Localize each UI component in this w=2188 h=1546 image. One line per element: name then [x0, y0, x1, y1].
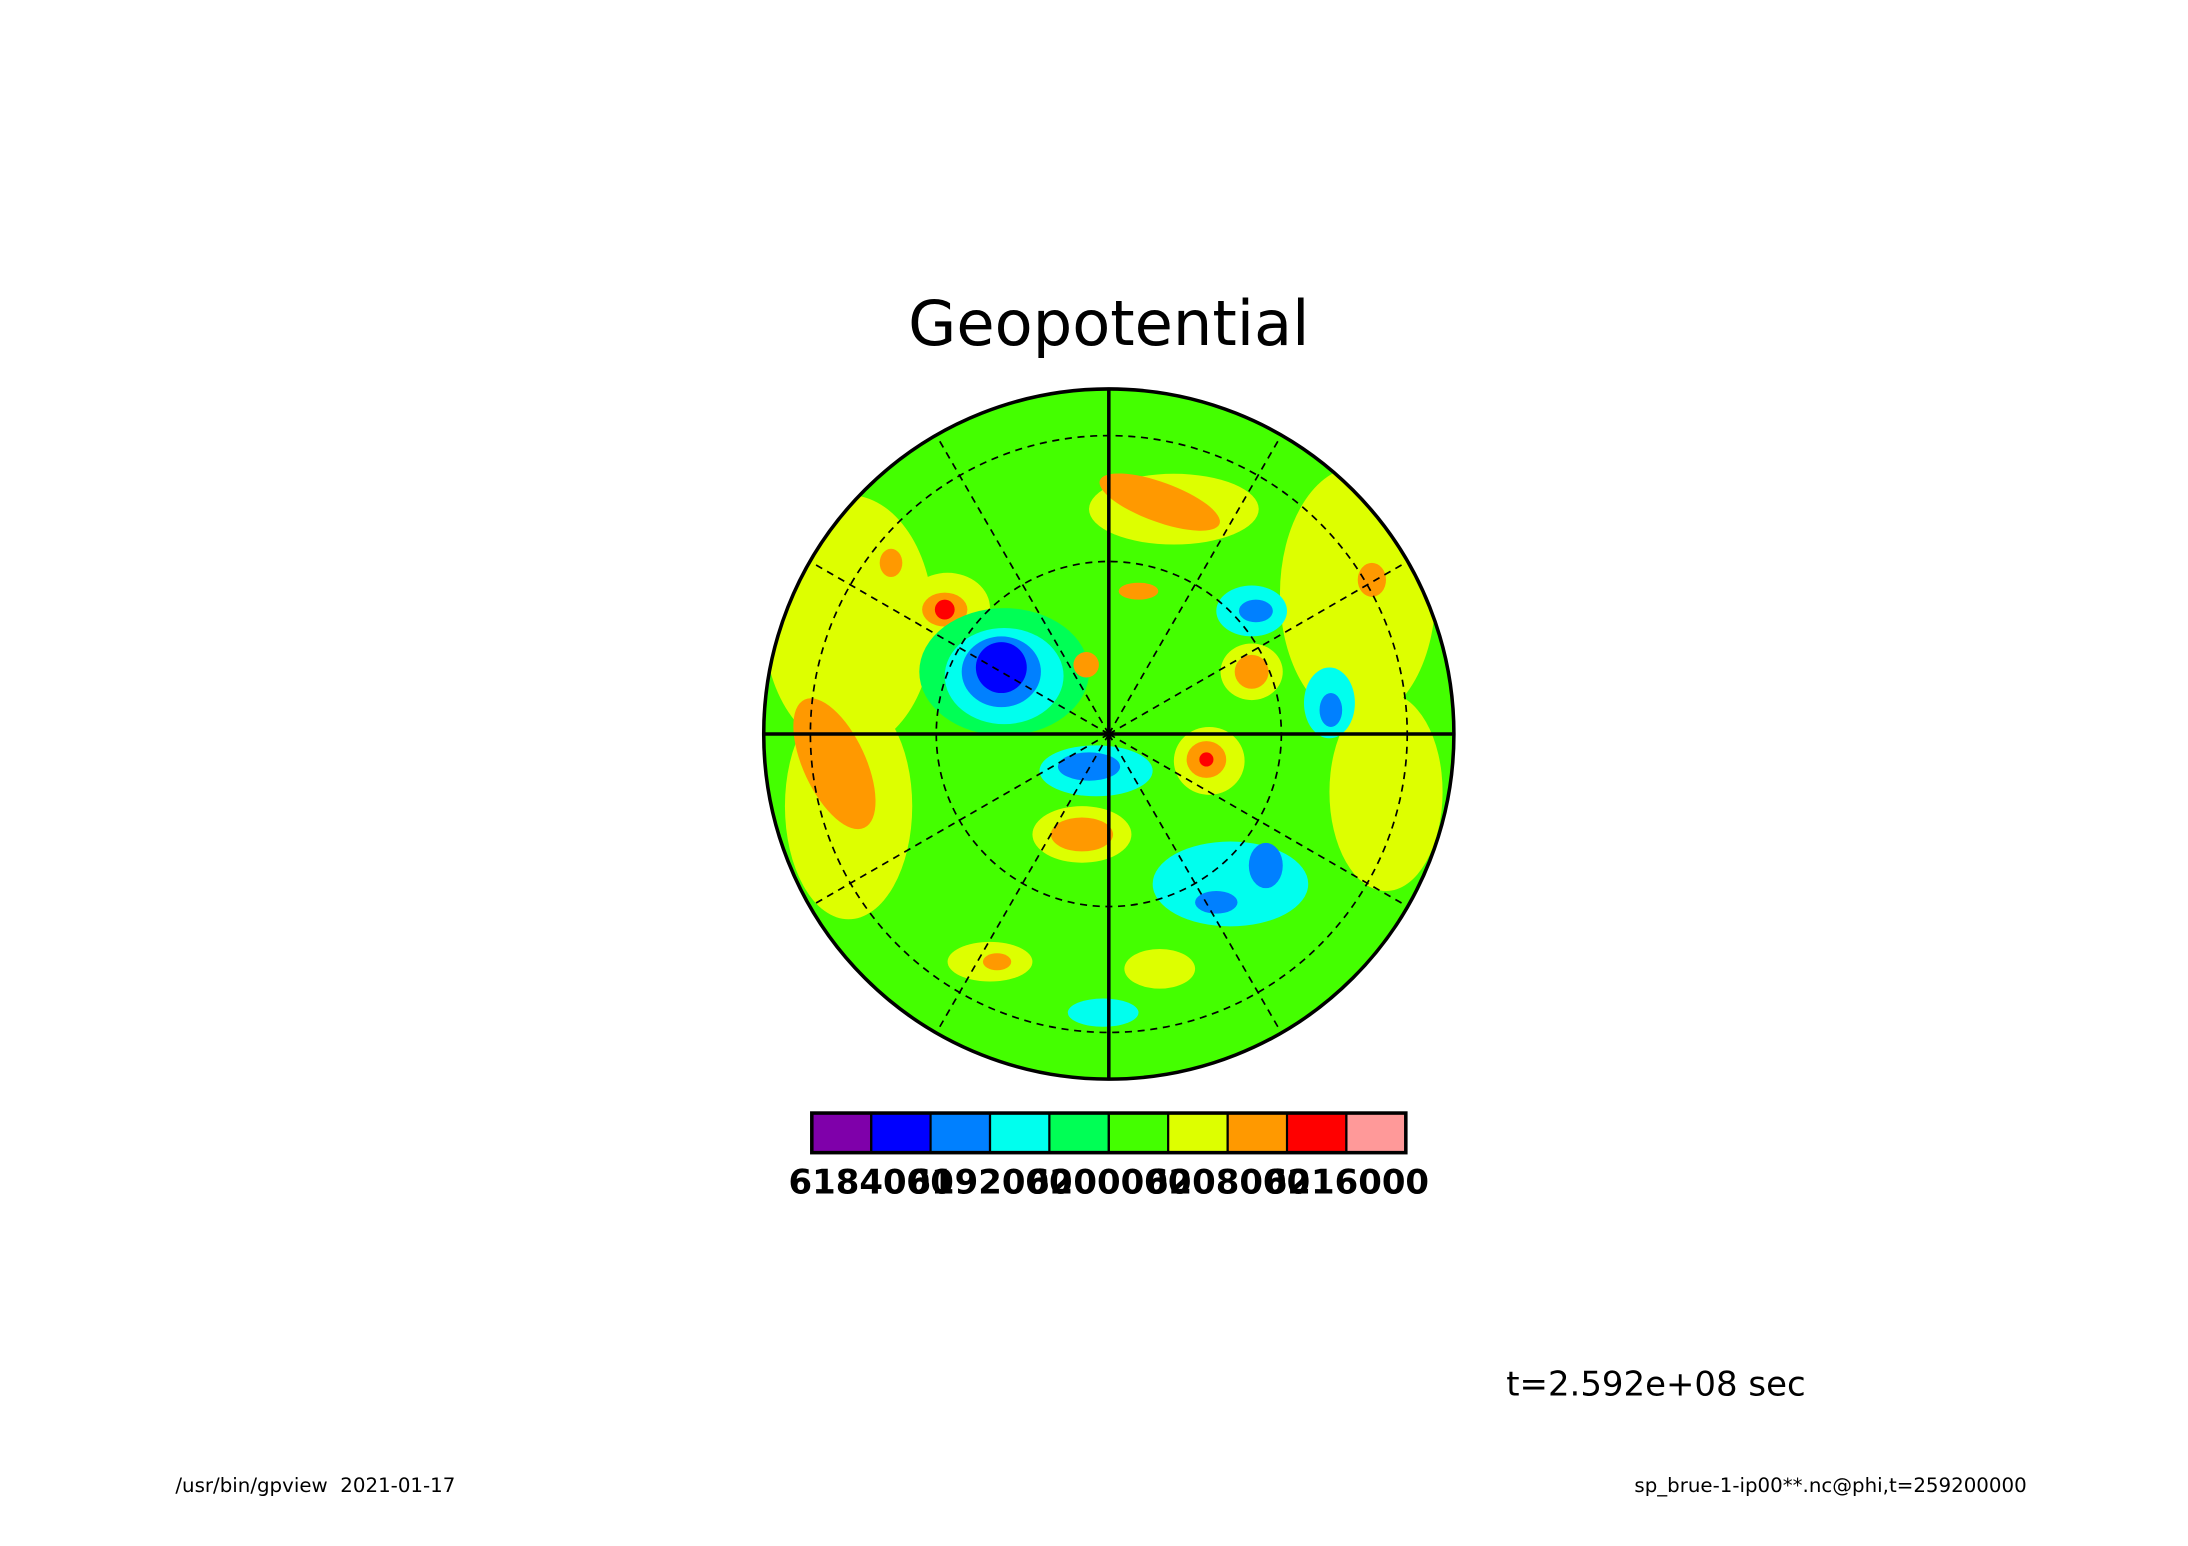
annotation: t=2.592e+08 sec — [1506, 1365, 1805, 1405]
colorbar-box — [1285, 1111, 1348, 1154]
polar-frame — [761, 387, 1456, 1081]
colorbar-box — [988, 1111, 1051, 1154]
plot-area: Geopotential — [175, 287, 2026, 1497]
chart-title: Geopotential — [908, 287, 1309, 360]
colorbar-box — [870, 1111, 932, 1154]
colorbar-box — [1226, 1111, 1289, 1154]
footer-right: sp_brue-1-ip00**.nc@phi,t=259200000 — [1634, 1474, 2026, 1497]
colorbar-tick-label: 6200000 — [1026, 1162, 1191, 1202]
colorbar-tick-label: 6208000 — [1145, 1162, 1310, 1202]
colorbar-box — [929, 1111, 992, 1154]
colorbar-box — [810, 1111, 873, 1154]
footer-left: /usr/bin/gpview 2021-01-17 — [175, 1474, 455, 1497]
colorbar-tick-label: 6192000 — [907, 1162, 1072, 1202]
colorbar-box — [1345, 1111, 1407, 1154]
radial-line — [809, 733, 1110, 908]
radial-line — [1108, 733, 1409, 908]
colorbar-box — [1167, 1111, 1229, 1154]
radial-line — [935, 733, 1110, 1034]
radial-line — [1108, 560, 1409, 735]
colorbar-box — [1048, 1111, 1110, 1154]
colorbar-tick-label: 6184000 — [789, 1162, 954, 1202]
radial-line — [809, 560, 1110, 735]
radial-line — [935, 434, 1110, 735]
radial-line — [1108, 434, 1283, 735]
colorbar-box — [1107, 1111, 1170, 1154]
radial-line — [1108, 733, 1283, 1034]
colorbar-tick-label: 6216000 — [1264, 1162, 1429, 1202]
